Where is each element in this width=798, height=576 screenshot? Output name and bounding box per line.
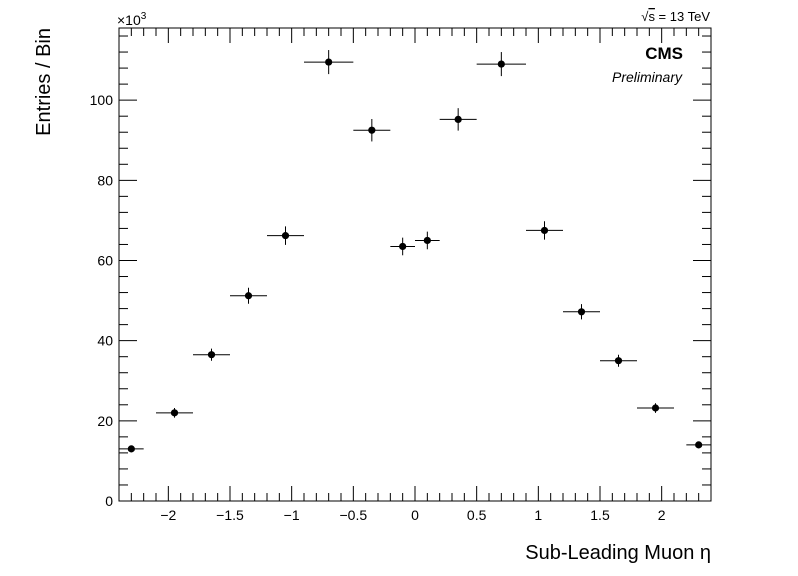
y-tick-label: 40 [97, 333, 113, 349]
x-tick-label: −0.5 [340, 507, 368, 523]
x-tick-labels: −2 −1.5 −1 −0.5 0 0.5 1 1.5 2 [160, 507, 665, 523]
data-marker [368, 126, 376, 134]
data-point [304, 50, 354, 75]
x-tick-label: 0 [411, 507, 419, 523]
data-point [600, 354, 637, 367]
data-marker [127, 445, 135, 453]
data-marker [207, 351, 216, 359]
data-marker [695, 441, 703, 449]
x-tick-label: −2 [160, 507, 176, 523]
preliminary-label: Preliminary [612, 69, 683, 85]
y-tick-label: 80 [97, 172, 113, 188]
data-marker [170, 409, 179, 417]
y-tick-label: 20 [97, 413, 113, 429]
data-point [637, 403, 674, 413]
data-marker [325, 58, 333, 66]
x-tick-label: −1 [284, 507, 300, 523]
data-marker [540, 226, 549, 235]
y-tick-label: 60 [97, 252, 113, 268]
y-axis-title: Entries / Bin [33, 28, 55, 136]
y-tick-label: 0 [105, 493, 113, 509]
x-tick-label: −1.5 [216, 507, 244, 523]
data-marker [399, 242, 407, 251]
data-marker [281, 232, 290, 240]
y-tick-labels: 0 20 40 60 80 100 [90, 92, 114, 509]
x-axis-title: Sub-Leading Muon η [525, 542, 711, 564]
data-point [526, 221, 563, 240]
y-axis-ticks [119, 35, 711, 502]
data-point [439, 108, 477, 131]
data-point [267, 226, 304, 245]
data-point [230, 287, 267, 304]
y-multiplier: ×103 [117, 11, 147, 28]
data-marker [454, 115, 462, 123]
energy-label: √s = 13 TeV [641, 9, 710, 24]
data-marker [244, 292, 253, 300]
y-tick-label: 100 [90, 92, 114, 108]
x-tick-label: 1 [534, 507, 542, 523]
data-marker [614, 357, 623, 365]
data-point [390, 237, 415, 256]
plot-frame [118, 27, 712, 502]
data-marker [423, 236, 431, 245]
x-tick-label: 0.5 [467, 507, 487, 523]
cms-label: CMS [645, 44, 683, 63]
data-point [156, 408, 193, 418]
data-point [119, 445, 144, 453]
x-axis-ticks [118, 28, 712, 501]
data-point [415, 231, 440, 250]
data-point [686, 441, 711, 449]
data-marker [651, 404, 660, 412]
x-tick-label: 2 [658, 507, 666, 523]
data-point [476, 52, 526, 77]
data-marker [497, 60, 505, 68]
data-point [353, 118, 391, 142]
data-marker [577, 308, 586, 316]
x-tick-label: 1.5 [590, 507, 610, 523]
data-point [193, 348, 230, 361]
data-points [119, 50, 711, 453]
data-point [563, 304, 600, 320]
